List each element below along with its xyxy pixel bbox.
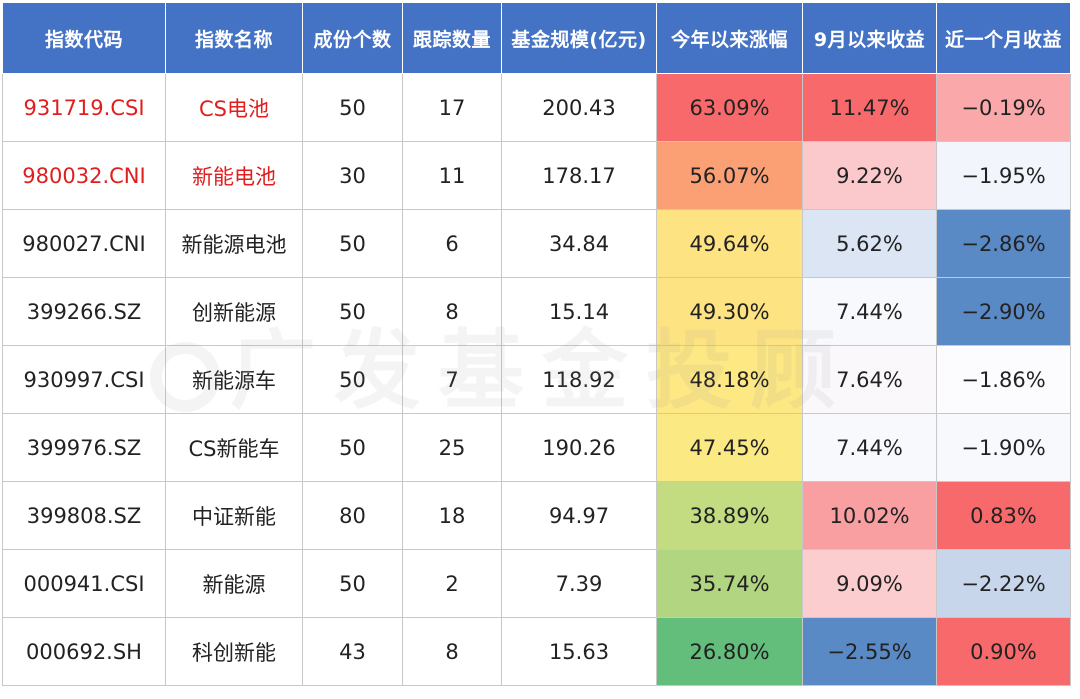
ytd-return-cell: 49.64% — [656, 209, 803, 278]
table-row: 399266.SZ 创新能源 50 8 15.14 49.30% 7.44% −2.90% — [2, 277, 1071, 346]
tracking-count-cell: 25 — [402, 413, 502, 482]
header-ytd-return: 今年以来涨幅 — [656, 2, 803, 74]
one-month-return-cell: −1.95% — [936, 141, 1071, 210]
ytd-return-cell: 56.07% — [656, 141, 803, 210]
since-september-return-cell: −2.55% — [802, 617, 937, 686]
one-month-return-cell: −2.86% — [936, 209, 1071, 278]
index-name-cell: 科创新能 — [165, 617, 303, 686]
fund-scale-cell: 118.92 — [501, 345, 657, 414]
fund-scale-cell: 200.43 — [501, 73, 657, 142]
since-september-return-cell: 5.62% — [802, 209, 937, 278]
table-row: 980032.CNI 新能电池 30 11 178.17 56.07% 9.22% −1.95… — [2, 141, 1071, 210]
table-header-row: 指数代码 指数名称 成份个数 跟踪数量 基金规模(亿元) 今年以来涨幅 9月以来… — [2, 2, 1071, 74]
constituent-count-cell: 50 — [302, 413, 403, 482]
tracking-count-cell: 11 — [402, 141, 502, 210]
index-name-cell: 新能源车 — [165, 345, 303, 414]
header-constituent-count: 成份个数 — [302, 2, 403, 74]
since-september-return-cell: 11.47% — [802, 73, 937, 142]
since-september-return-cell: 7.64% — [802, 345, 937, 414]
since-september-return-cell: 7.44% — [802, 277, 937, 346]
index-code-cell: 399808.SZ — [2, 481, 166, 550]
one-month-return-cell: −1.86% — [936, 345, 1071, 414]
index-name-cell: CS电池 — [165, 73, 303, 142]
fund-scale-cell: 15.63 — [501, 617, 657, 686]
tracking-count-cell: 2 — [402, 549, 502, 618]
ytd-return-cell: 38.89% — [656, 481, 803, 550]
one-month-return-cell: 0.83% — [936, 481, 1071, 550]
ytd-return-cell: 63.09% — [656, 73, 803, 142]
fund-scale-cell: 178.17 — [501, 141, 657, 210]
constituent-count-cell: 43 — [302, 617, 403, 686]
table-row: 000692.SH 科创新能 43 8 15.63 26.80% −2.55% 0.90% — [2, 617, 1071, 686]
index-code-cell: 930997.CSI — [2, 345, 166, 414]
header-one-month-return: 近一个月收益 — [936, 2, 1071, 74]
fund-scale-cell: 34.84 — [501, 209, 657, 278]
index-name-cell: 新能源电池 — [165, 209, 303, 278]
since-september-return-cell: 9.09% — [802, 549, 937, 618]
tracking-count-cell: 8 — [402, 617, 502, 686]
constituent-count-cell: 80 — [302, 481, 403, 550]
one-month-return-cell: −1.90% — [936, 413, 1071, 482]
index-code-cell: 399976.SZ — [2, 413, 166, 482]
index-table-wrapper: 指数代码 指数名称 成份个数 跟踪数量 基金规模(亿元) 今年以来涨幅 9月以来… — [2, 2, 1071, 686]
index-name-cell: 新能源 — [165, 549, 303, 618]
index-name-cell: 中证新能 — [165, 481, 303, 550]
table-row: 399808.SZ 中证新能 80 18 94.97 38.89% 10.02% 0.83% — [2, 481, 1071, 550]
ytd-return-cell: 49.30% — [656, 277, 803, 346]
index-name-cell: 创新能源 — [165, 277, 303, 346]
tracking-count-cell: 8 — [402, 277, 502, 346]
constituent-count-cell: 50 — [302, 549, 403, 618]
tracking-count-cell: 7 — [402, 345, 502, 414]
index-code-cell: 399266.SZ — [2, 277, 166, 346]
fund-scale-cell: 190.26 — [501, 413, 657, 482]
header-since-september-return: 9月以来收益 — [802, 2, 937, 74]
ytd-return-cell: 48.18% — [656, 345, 803, 414]
ytd-return-cell: 47.45% — [656, 413, 803, 482]
header-tracking-count: 跟踪数量 — [402, 2, 502, 74]
one-month-return-cell: −2.22% — [936, 549, 1071, 618]
constituent-count-cell: 50 — [302, 209, 403, 278]
constituent-count-cell: 50 — [302, 277, 403, 346]
header-fund-scale: 基金规模(亿元) — [501, 2, 657, 74]
since-september-return-cell: 10.02% — [802, 481, 937, 550]
fund-scale-cell: 94.97 — [501, 481, 657, 550]
one-month-return-cell: −0.19% — [936, 73, 1071, 142]
ytd-return-cell: 35.74% — [656, 549, 803, 618]
one-month-return-cell: −2.90% — [936, 277, 1071, 346]
index-name-cell: 新能电池 — [165, 141, 303, 210]
index-code-cell: 980027.CNI — [2, 209, 166, 278]
index-code-cell: 000692.SH — [2, 617, 166, 686]
table-row: 930997.CSI 新能源车 50 7 118.92 48.18% 7.64% −1.86% — [2, 345, 1071, 414]
index-name-cell: CS新能车 — [165, 413, 303, 482]
index-performance-table: 指数代码 指数名称 成份个数 跟踪数量 基金规模(亿元) 今年以来涨幅 9月以来… — [2, 2, 1071, 686]
fund-scale-cell: 7.39 — [501, 549, 657, 618]
table-row: 399976.SZ CS新能车 50 25 190.26 47.45% 7.44% −1.90… — [2, 413, 1071, 482]
one-month-return-cell: 0.90% — [936, 617, 1071, 686]
since-september-return-cell: 9.22% — [802, 141, 937, 210]
index-code-cell: 000941.CSI — [2, 549, 166, 618]
fund-scale-cell: 15.14 — [501, 277, 657, 346]
tracking-count-cell: 6 — [402, 209, 502, 278]
table-row: 000941.CSI 新能源 50 2 7.39 35.74% 9.09% −2.22% — [2, 549, 1071, 618]
constituent-count-cell: 30 — [302, 141, 403, 210]
header-index-code: 指数代码 — [2, 2, 166, 74]
constituent-count-cell: 50 — [302, 345, 403, 414]
constituent-count-cell: 50 — [302, 73, 403, 142]
table-row: 931719.CSI CS电池 50 17 200.43 63.09% 11.47% −0.1… — [2, 73, 1071, 142]
ytd-return-cell: 26.80% — [656, 617, 803, 686]
since-september-return-cell: 7.44% — [802, 413, 937, 482]
table-row: 980027.CNI 新能源电池 50 6 34.84 49.64% 5.62% −2.86% — [2, 209, 1071, 278]
tracking-count-cell: 17 — [402, 73, 502, 142]
index-code-cell: 931719.CSI — [2, 73, 166, 142]
tracking-count-cell: 18 — [402, 481, 502, 550]
header-index-name: 指数名称 — [165, 2, 303, 74]
index-code-cell: 980032.CNI — [2, 141, 166, 210]
